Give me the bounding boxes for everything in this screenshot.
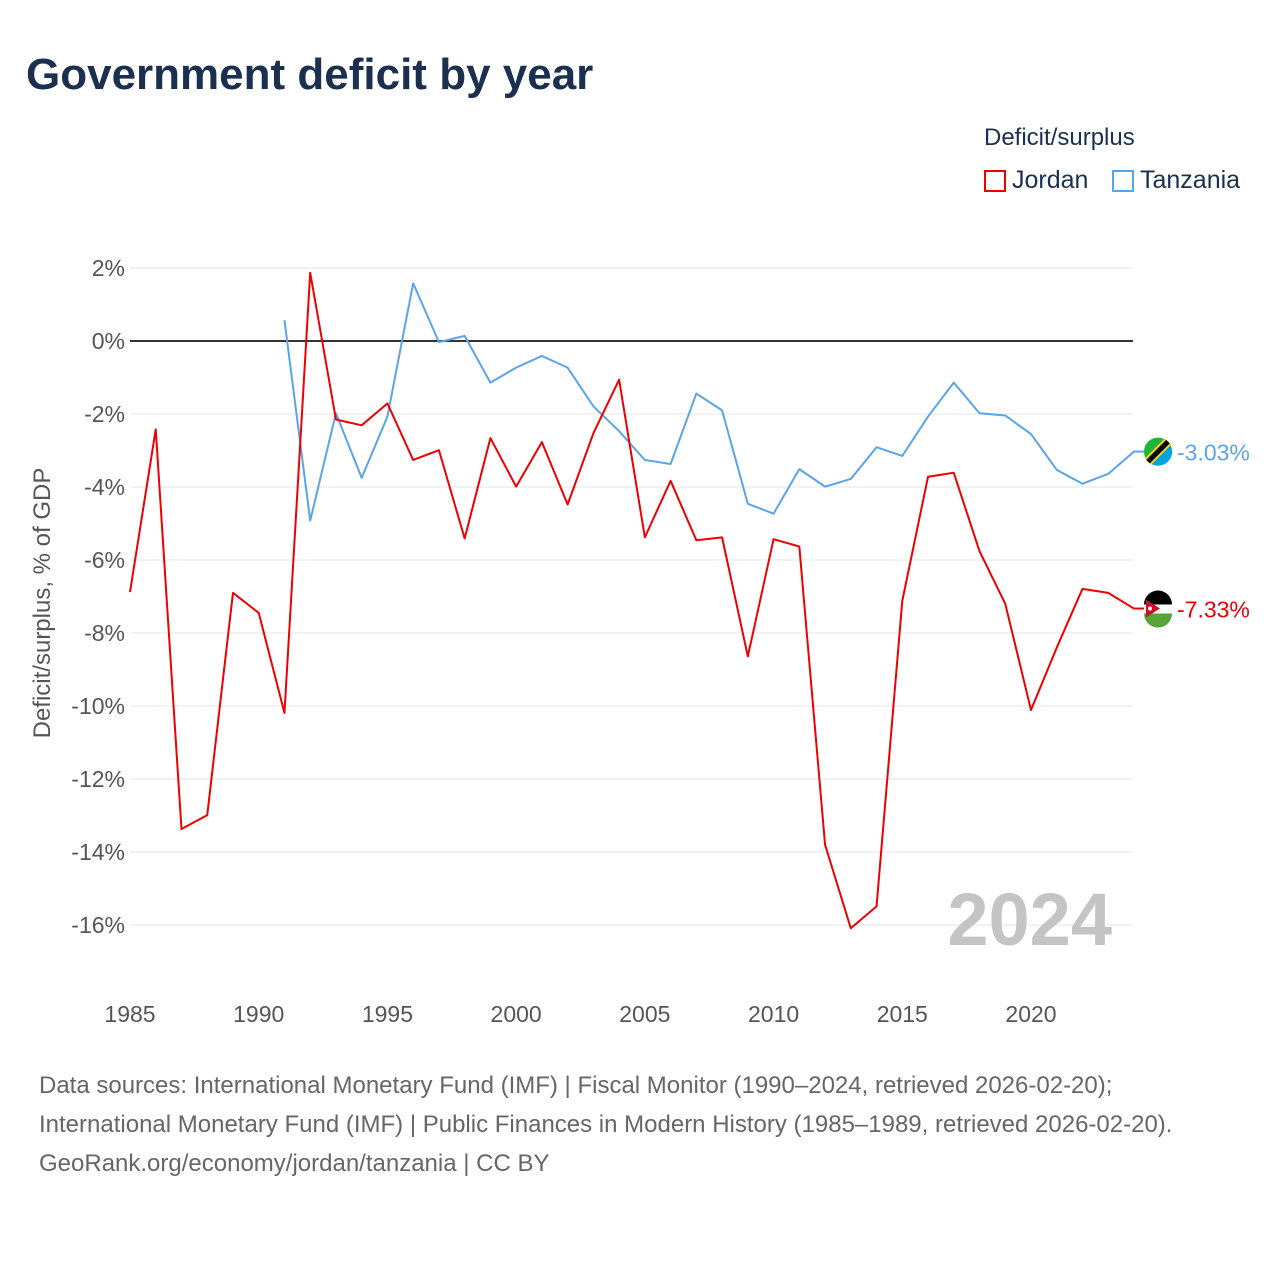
x-tick-label: 2015 [877,1001,928,1027]
legend-title: Deficit/surplus [984,124,1135,151]
legend-swatch [1112,169,1134,192]
end-value-label: -7.33% [1177,597,1250,623]
series-line-jordan [129,271,1135,930]
legend-swatch [984,169,1006,192]
x-tick-label: 2020 [1005,1001,1056,1027]
legend-item-jordan[interactable]: Jordan [984,166,1088,195]
y-tick-label: -12% [71,766,125,792]
y-tick-label: -2% [84,401,125,427]
y-tick-label: 0% [92,328,125,354]
y-tick-label: 2% [92,255,125,281]
y-axis-label: Deficit/surplus, % of GDP [29,468,56,739]
jordan-flag-icon [1148,606,1152,611]
y-tick-label: -10% [71,693,125,719]
x-tick-label: 1985 [104,1001,155,1027]
x-tick-label: 2010 [748,1001,799,1027]
y-tick-label: -16% [71,912,125,938]
end-value-label: -3.03% [1177,440,1250,466]
series-line-tanzania [283,282,1135,522]
chart-title: Government deficit by year [26,50,594,99]
y-tick-label: -6% [84,547,125,573]
y-tick-label: -14% [71,839,125,865]
footer: Data sources: International Monetary Fun… [39,1066,1239,1183]
data-sources: Data sources: International Monetary Fun… [39,1072,1173,1138]
credit-link[interactable]: GeoRank.org/economy/jordan/tanzania | CC… [39,1150,550,1177]
jordan-flag-icon [1146,599,1160,618]
x-tick-label: 1990 [233,1001,284,1027]
y-tick-label: -8% [84,620,125,646]
x-tick-label: 2005 [619,1001,670,1027]
legend-label: Jordan [1012,166,1089,194]
jordan-flag-icon [1144,613,1172,628]
x-tick-label: 1995 [362,1001,413,1027]
x-tick-label: 2000 [491,1001,542,1027]
y-tick-label: -4% [84,474,125,500]
tanzania-flag-icon [1146,439,1170,464]
year-watermark: 2024 [947,878,1112,961]
jordan-flag-icon [1144,590,1172,605]
legend-item-tanzania[interactable]: Tanzania [1112,166,1240,195]
legend-label: Tanzania [1140,166,1241,194]
